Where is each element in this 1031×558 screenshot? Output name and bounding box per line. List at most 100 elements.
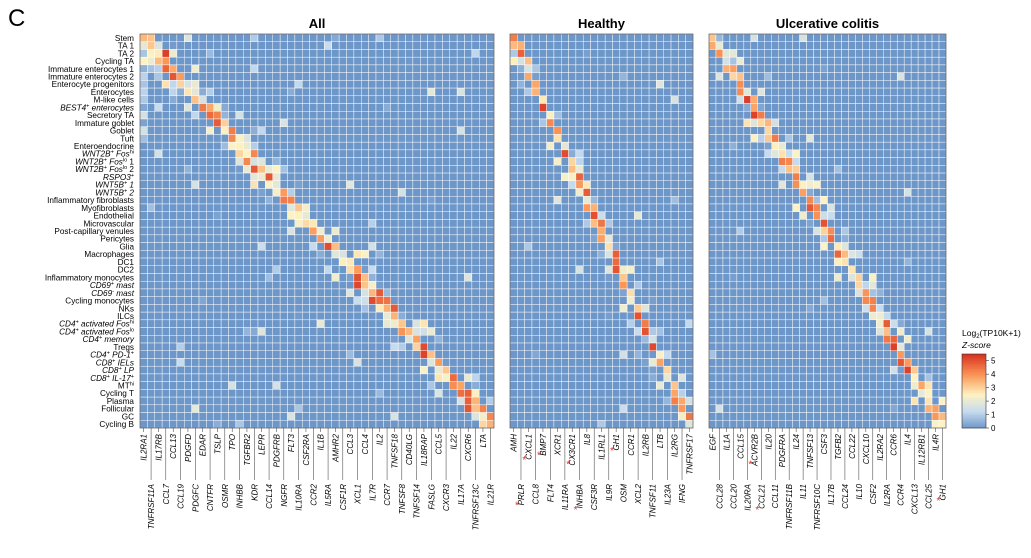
heatmap-cell [243, 265, 251, 274]
heatmap-cell [161, 103, 170, 112]
heatmap-cell [531, 56, 540, 66]
heatmap-cell [743, 49, 752, 58]
heatmap-cell [294, 319, 303, 328]
heatmap-cell [708, 196, 717, 205]
heatmap-cell [634, 95, 642, 104]
heatmap-cell [806, 219, 814, 228]
heatmap-cell [471, 404, 480, 413]
heatmap-cell [272, 389, 281, 398]
heatmap-cell [302, 111, 310, 120]
heatmap-cell [561, 87, 569, 97]
row-label: Tuft [120, 134, 135, 143]
heatmap-cell [427, 342, 436, 351]
heatmap-cell [708, 396, 717, 406]
heatmap-cell [568, 118, 577, 127]
heatmap-cell [279, 242, 288, 251]
heatmap-cell [670, 335, 679, 344]
heatmap-cell [464, 412, 473, 421]
heatmap-cell [184, 180, 192, 189]
heatmap-cell [405, 188, 414, 197]
heatmap-cell [806, 134, 814, 143]
heatmap-cell [397, 265, 406, 274]
heatmap-cell [331, 118, 340, 127]
heatmap-cell [648, 118, 657, 127]
heatmap-cell [294, 420, 303, 429]
heatmap-cell [827, 80, 835, 89]
heatmap-cell [553, 304, 562, 313]
heatmap-cell [412, 41, 421, 50]
heatmap-cell [265, 118, 273, 127]
heatmap-cell [539, 56, 547, 66]
heatmap-cell [708, 404, 717, 413]
heatmap-cell [265, 358, 273, 367]
heatmap-cell [778, 280, 786, 290]
heatmap-cell [368, 304, 377, 313]
heatmap-cell [228, 80, 237, 89]
heatmap-cell [678, 157, 686, 166]
heatmap-cell [841, 365, 849, 375]
heatmap-cell [213, 319, 222, 328]
heatmap-cell [743, 412, 752, 421]
heatmap-cell [139, 265, 148, 274]
heatmap-cell [764, 280, 772, 290]
heatmap-cell [546, 87, 555, 97]
heatmap-cell [220, 288, 229, 297]
heatmap-cell [729, 358, 738, 367]
heatmap-cell [553, 396, 562, 406]
heatmap-cell [147, 95, 155, 104]
heatmap-cell [139, 335, 148, 344]
heatmap-cell [346, 358, 355, 367]
heatmap-cell [619, 280, 628, 290]
heatmap-cell [456, 288, 465, 297]
heatmap-cell [243, 358, 251, 367]
heatmap-cell [228, 296, 237, 305]
heatmap-cell [486, 257, 495, 266]
heatmap-cell [612, 250, 621, 259]
heatmap-cell [464, 41, 473, 50]
heatmap-cell [820, 412, 828, 421]
heatmap-cell [235, 211, 244, 220]
heatmap-cell [757, 33, 765, 42]
heatmap-cell [331, 280, 340, 290]
heatmap-cell [848, 118, 856, 127]
heatmap-cell [331, 342, 340, 351]
heatmap-cell [743, 149, 752, 158]
heatmap-cell [582, 412, 591, 421]
heatmap-cell [331, 257, 340, 266]
heatmap-cell [715, 335, 724, 344]
heatmap-cell [471, 288, 480, 297]
heatmap-cell [517, 134, 525, 143]
heatmap-cell [154, 280, 163, 290]
heatmap-cell [243, 149, 251, 158]
heatmap-cell [147, 72, 155, 81]
heatmap-cell [456, 49, 465, 58]
heatmap-cell [279, 126, 288, 135]
heatmap-cell [449, 172, 458, 182]
heatmap-cell [785, 420, 793, 429]
heatmap-cell [539, 250, 547, 259]
column-label: CCL14 [265, 483, 274, 508]
heatmap-cell [420, 280, 428, 290]
heatmap-cell [597, 257, 606, 266]
heatmap-cell [604, 56, 613, 66]
heatmap-cell [316, 350, 325, 359]
heatmap-cell [531, 111, 540, 120]
heatmap-cell [575, 196, 584, 205]
heatmap-cell [841, 203, 849, 212]
heatmap-cell [736, 219, 745, 228]
heatmap-cell [198, 126, 207, 135]
heatmap-cell [368, 118, 377, 127]
row-label: WNT2B+ Foslo 1 [75, 157, 134, 166]
heatmap-cell [302, 219, 310, 228]
heatmap-cell [568, 335, 577, 344]
heatmap-cell [841, 80, 849, 89]
heatmap-cell [641, 280, 650, 290]
heatmap-cell [139, 141, 148, 151]
heatmap-cell [597, 273, 606, 282]
heatmap-cell [479, 180, 487, 189]
heatmap-cell [820, 265, 828, 274]
heatmap-cell [257, 157, 266, 166]
heatmap-cell [722, 87, 731, 97]
column-label: OSMR [221, 484, 230, 508]
heatmap-cell [206, 87, 214, 97]
